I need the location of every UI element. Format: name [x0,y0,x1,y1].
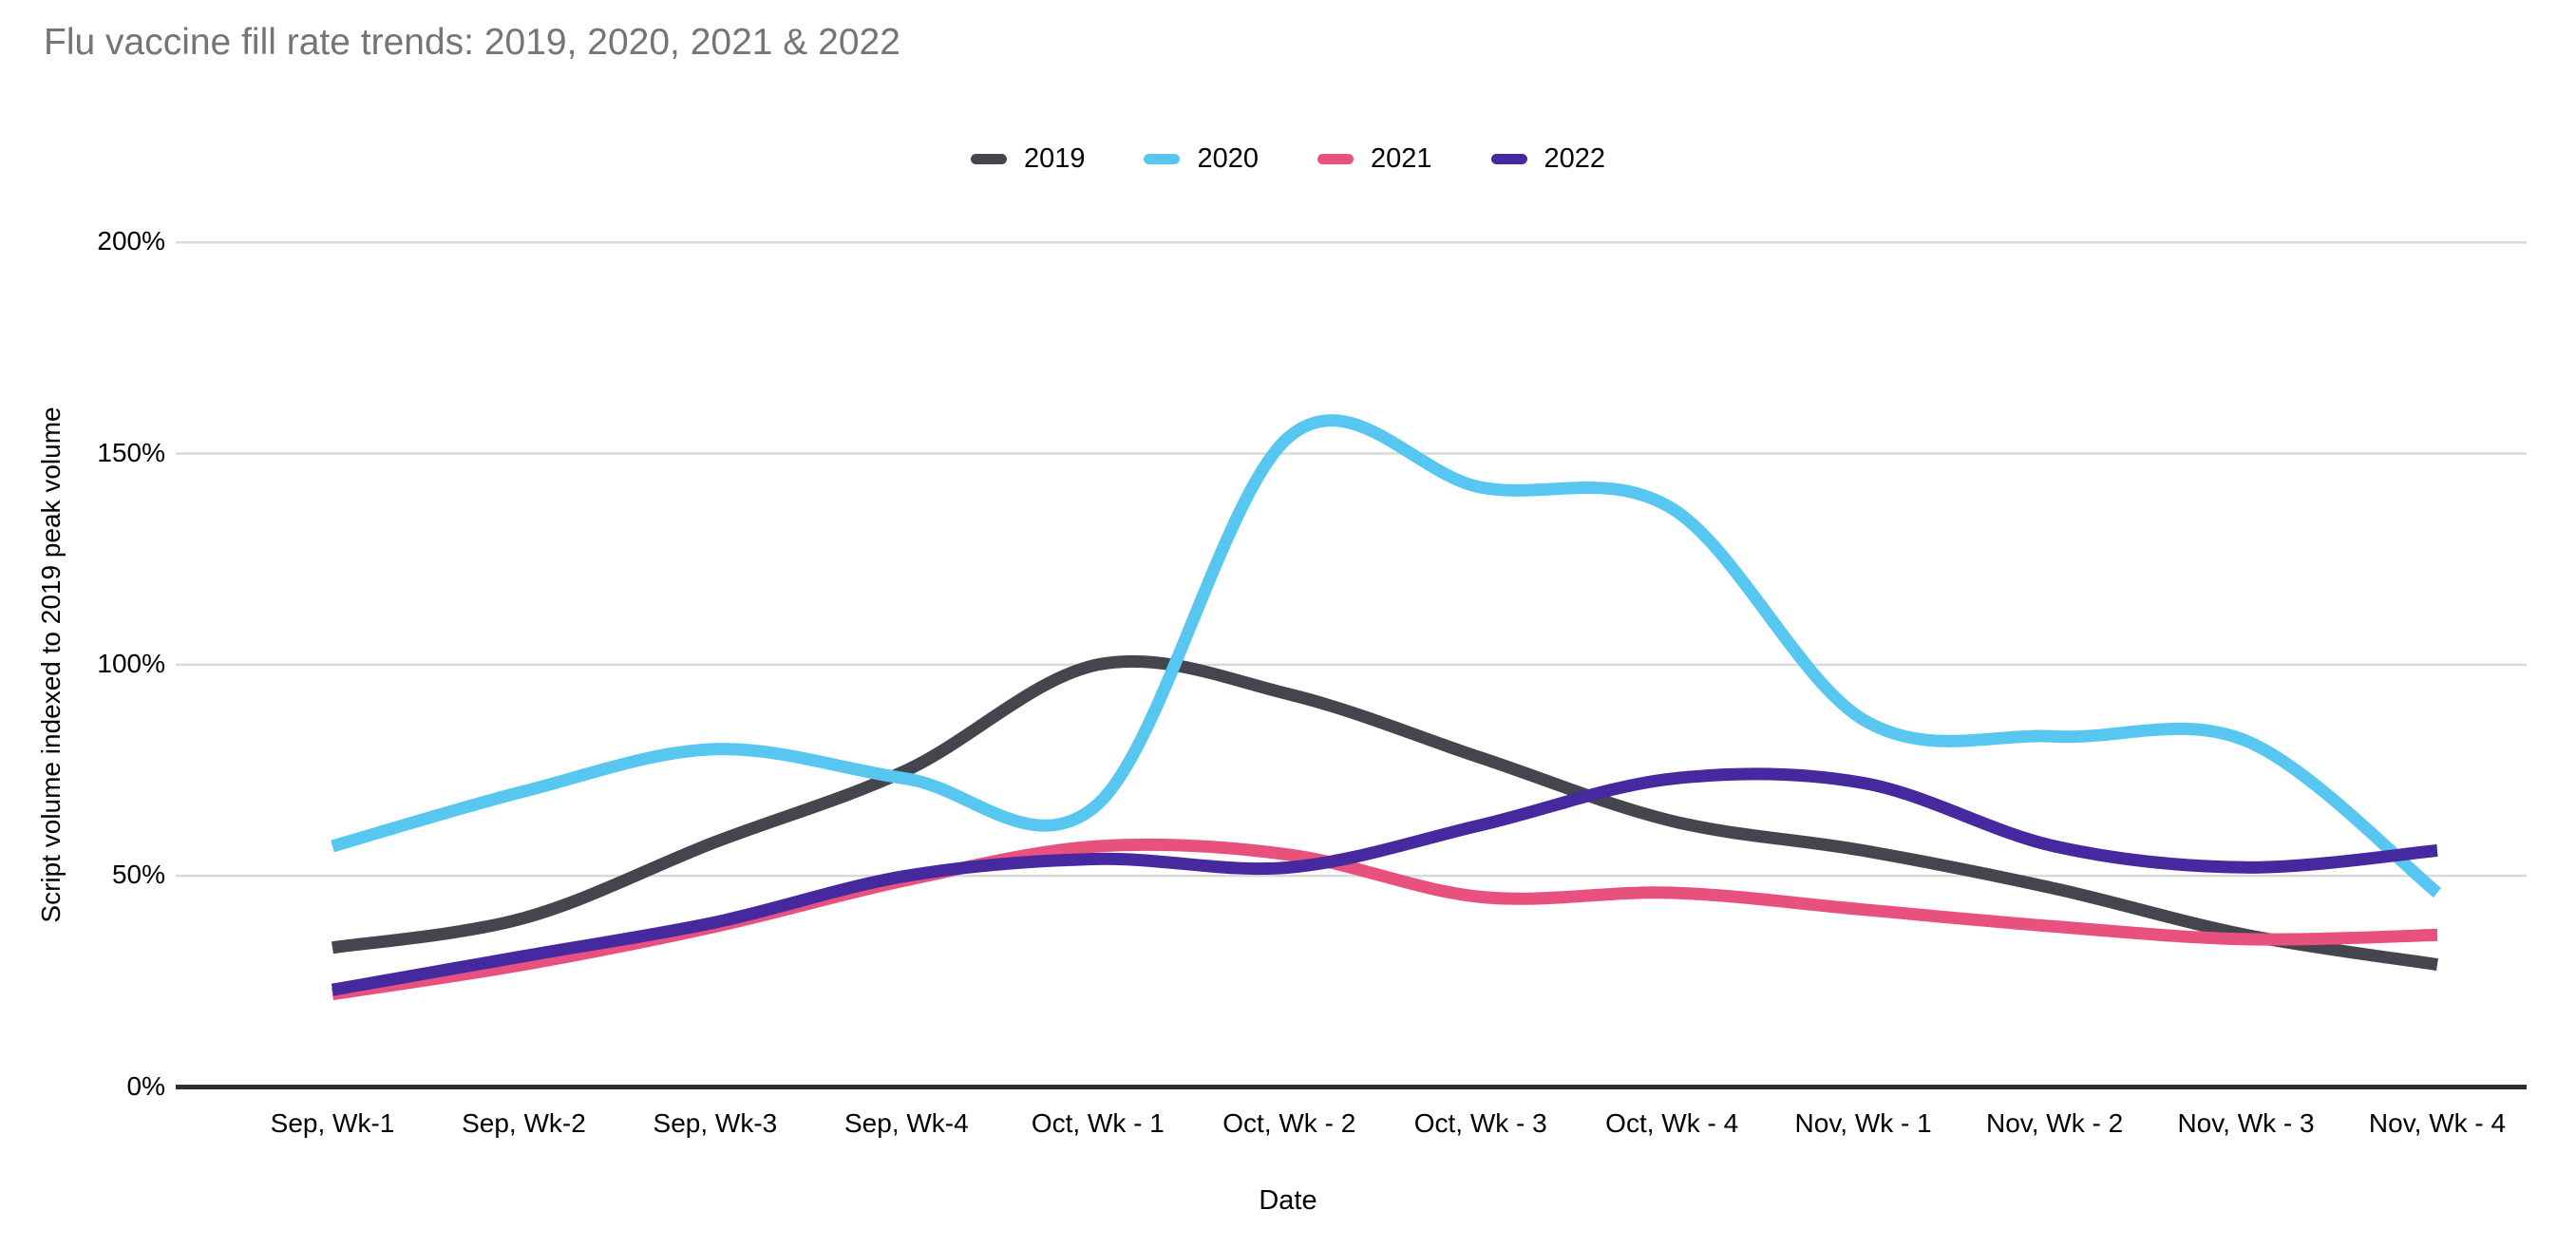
legend-item-2021: 2021 [1317,143,1432,175]
y-tick-label-150%: 150% [97,437,165,467]
x-tick-label-12: Nov, Wk - 4 [2368,1108,2507,1138]
chart-title: Flu vaccine fill rate trends: 2019, 2020… [44,22,900,63]
x-tick-label-8: Oct, Wk - 4 [1605,1108,1739,1138]
x-tick-label-4: Sep, Wk-4 [844,1108,969,1138]
x-tick-label-9: Nov, Wk - 1 [1794,1108,1932,1138]
legend-item-2022: 2022 [1490,142,1606,175]
legend-swatch-2021 [1317,153,1354,164]
legend: 2019 2020 2021 2022 [0,139,2576,179]
x-tick-label-1: Sep, Wk-1 [270,1108,395,1138]
x-tick-label-3: Sep, Wk-3 [653,1108,778,1138]
x-tick-label-6: Oct, Wk - 2 [1222,1108,1356,1138]
series-lines [331,414,2442,1001]
legend-label-2020: 2020 [1197,142,1259,174]
legend-label-2019: 2019 [1023,142,1086,174]
y-tick-label-200%: 200% [97,226,165,256]
x-axis-title: Date [1259,1185,1317,1216]
legend-swatch-2022 [1490,153,1527,164]
series-line-2019 [331,654,2438,972]
y-tick-label-50%: 50% [111,860,165,890]
x-tick-label-11: Nov, Wk - 3 [2177,1108,2315,1138]
y-tick-label-100%: 100% [97,648,165,678]
series-line-2020 [331,414,2442,898]
legend-label-2022: 2022 [1544,142,1606,174]
legend-item-2020: 2020 [1144,143,1259,175]
legend-label-2021: 2021 [1371,142,1432,174]
y-axis-title: Script volume indexed to 2019 peak volum… [36,407,66,923]
x-tick-label-7: Oct, Wk - 3 [1413,1108,1547,1138]
x-tick-label-10: Nov, Wk - 2 [1986,1108,2124,1138]
legend-item-2019: 2019 [970,142,1086,175]
x-tick-label-2: Sep, Wk-2 [462,1108,586,1138]
x-tick-label-5: Oct, Wk - 1 [1031,1108,1165,1138]
legend-swatch-2020 [1144,153,1181,164]
legend-swatch-2019 [970,153,1007,164]
y-tick-label-0%: 0% [126,1070,165,1101]
gridlines [176,240,2527,1089]
series-line-2022 [331,767,2438,996]
